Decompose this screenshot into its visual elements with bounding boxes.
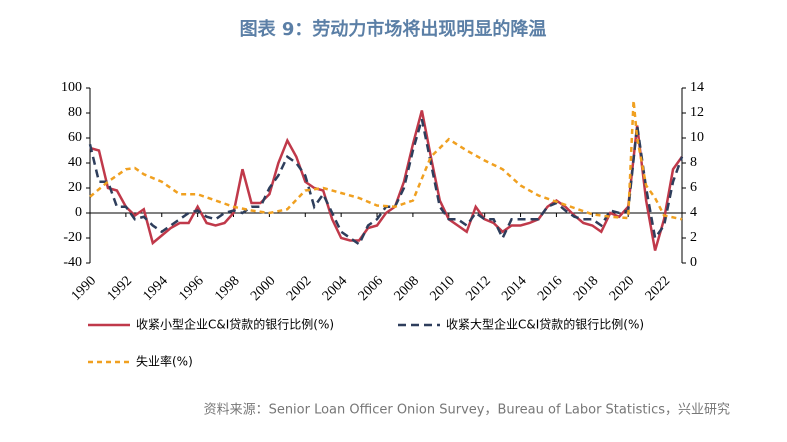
y2-tick-label: 8	[690, 155, 697, 170]
x-tick-label: 2006	[356, 273, 386, 303]
x-tick-label: 2018	[571, 273, 601, 303]
y2-tick-label: 6	[690, 180, 697, 195]
chart-title: 图表 9：劳动力市场将出现明显的降温	[240, 18, 547, 40]
y-tick-label: 0	[75, 205, 82, 220]
y-tick-label: -40	[63, 255, 82, 270]
y2-tick-label: 4	[690, 205, 697, 220]
x-tick-label: 1990	[69, 273, 99, 303]
series-line	[89, 100, 683, 221]
y-tick-label: 60	[68, 130, 82, 145]
legend-label: 收紧小型企业C&I贷款的银行比例(%)	[136, 317, 334, 332]
y2-tick-label: 14	[690, 80, 704, 95]
x-tick-label: 1998	[212, 273, 242, 303]
y-tick-label: 100	[61, 80, 82, 95]
x-tick-label: 1996	[176, 273, 206, 303]
x-tick-label: 2010	[427, 273, 457, 303]
x-tick-label: 2016	[535, 273, 565, 303]
y2-tick-label: 10	[690, 130, 704, 145]
x-tick-label: 2022	[643, 273, 673, 303]
x-tick-label: 2020	[607, 273, 637, 303]
x-tick-label: 2008	[392, 273, 422, 303]
source: 资料来源：Senior Loan Officer Onion Survey，Bu…	[204, 403, 730, 418]
y-tick-label: -20	[63, 230, 82, 245]
x-tick-label: 2012	[463, 273, 493, 303]
x-tick-label: 1994	[140, 273, 170, 303]
y-tick-label: 40	[68, 155, 82, 170]
x-tick-label: 2004	[320, 273, 350, 303]
x-tick-label: 2002	[284, 273, 314, 303]
legend-label: 失业率(%)	[136, 354, 193, 369]
y-tick-label: 80	[68, 105, 82, 120]
y2-tick-label: 2	[690, 230, 697, 245]
x-tick-label: 2014	[499, 273, 529, 303]
x-tick-label: 2000	[248, 273, 278, 303]
series-line	[89, 110, 684, 251]
y2-tick-label: 0	[690, 255, 697, 270]
legend-label: 收紧大型企业C&I贷款的银行比例(%)	[446, 317, 644, 332]
y2-tick-label: 12	[690, 105, 704, 120]
x-tick-label: 1992	[105, 273, 135, 303]
y-tick-label: 20	[68, 180, 82, 195]
